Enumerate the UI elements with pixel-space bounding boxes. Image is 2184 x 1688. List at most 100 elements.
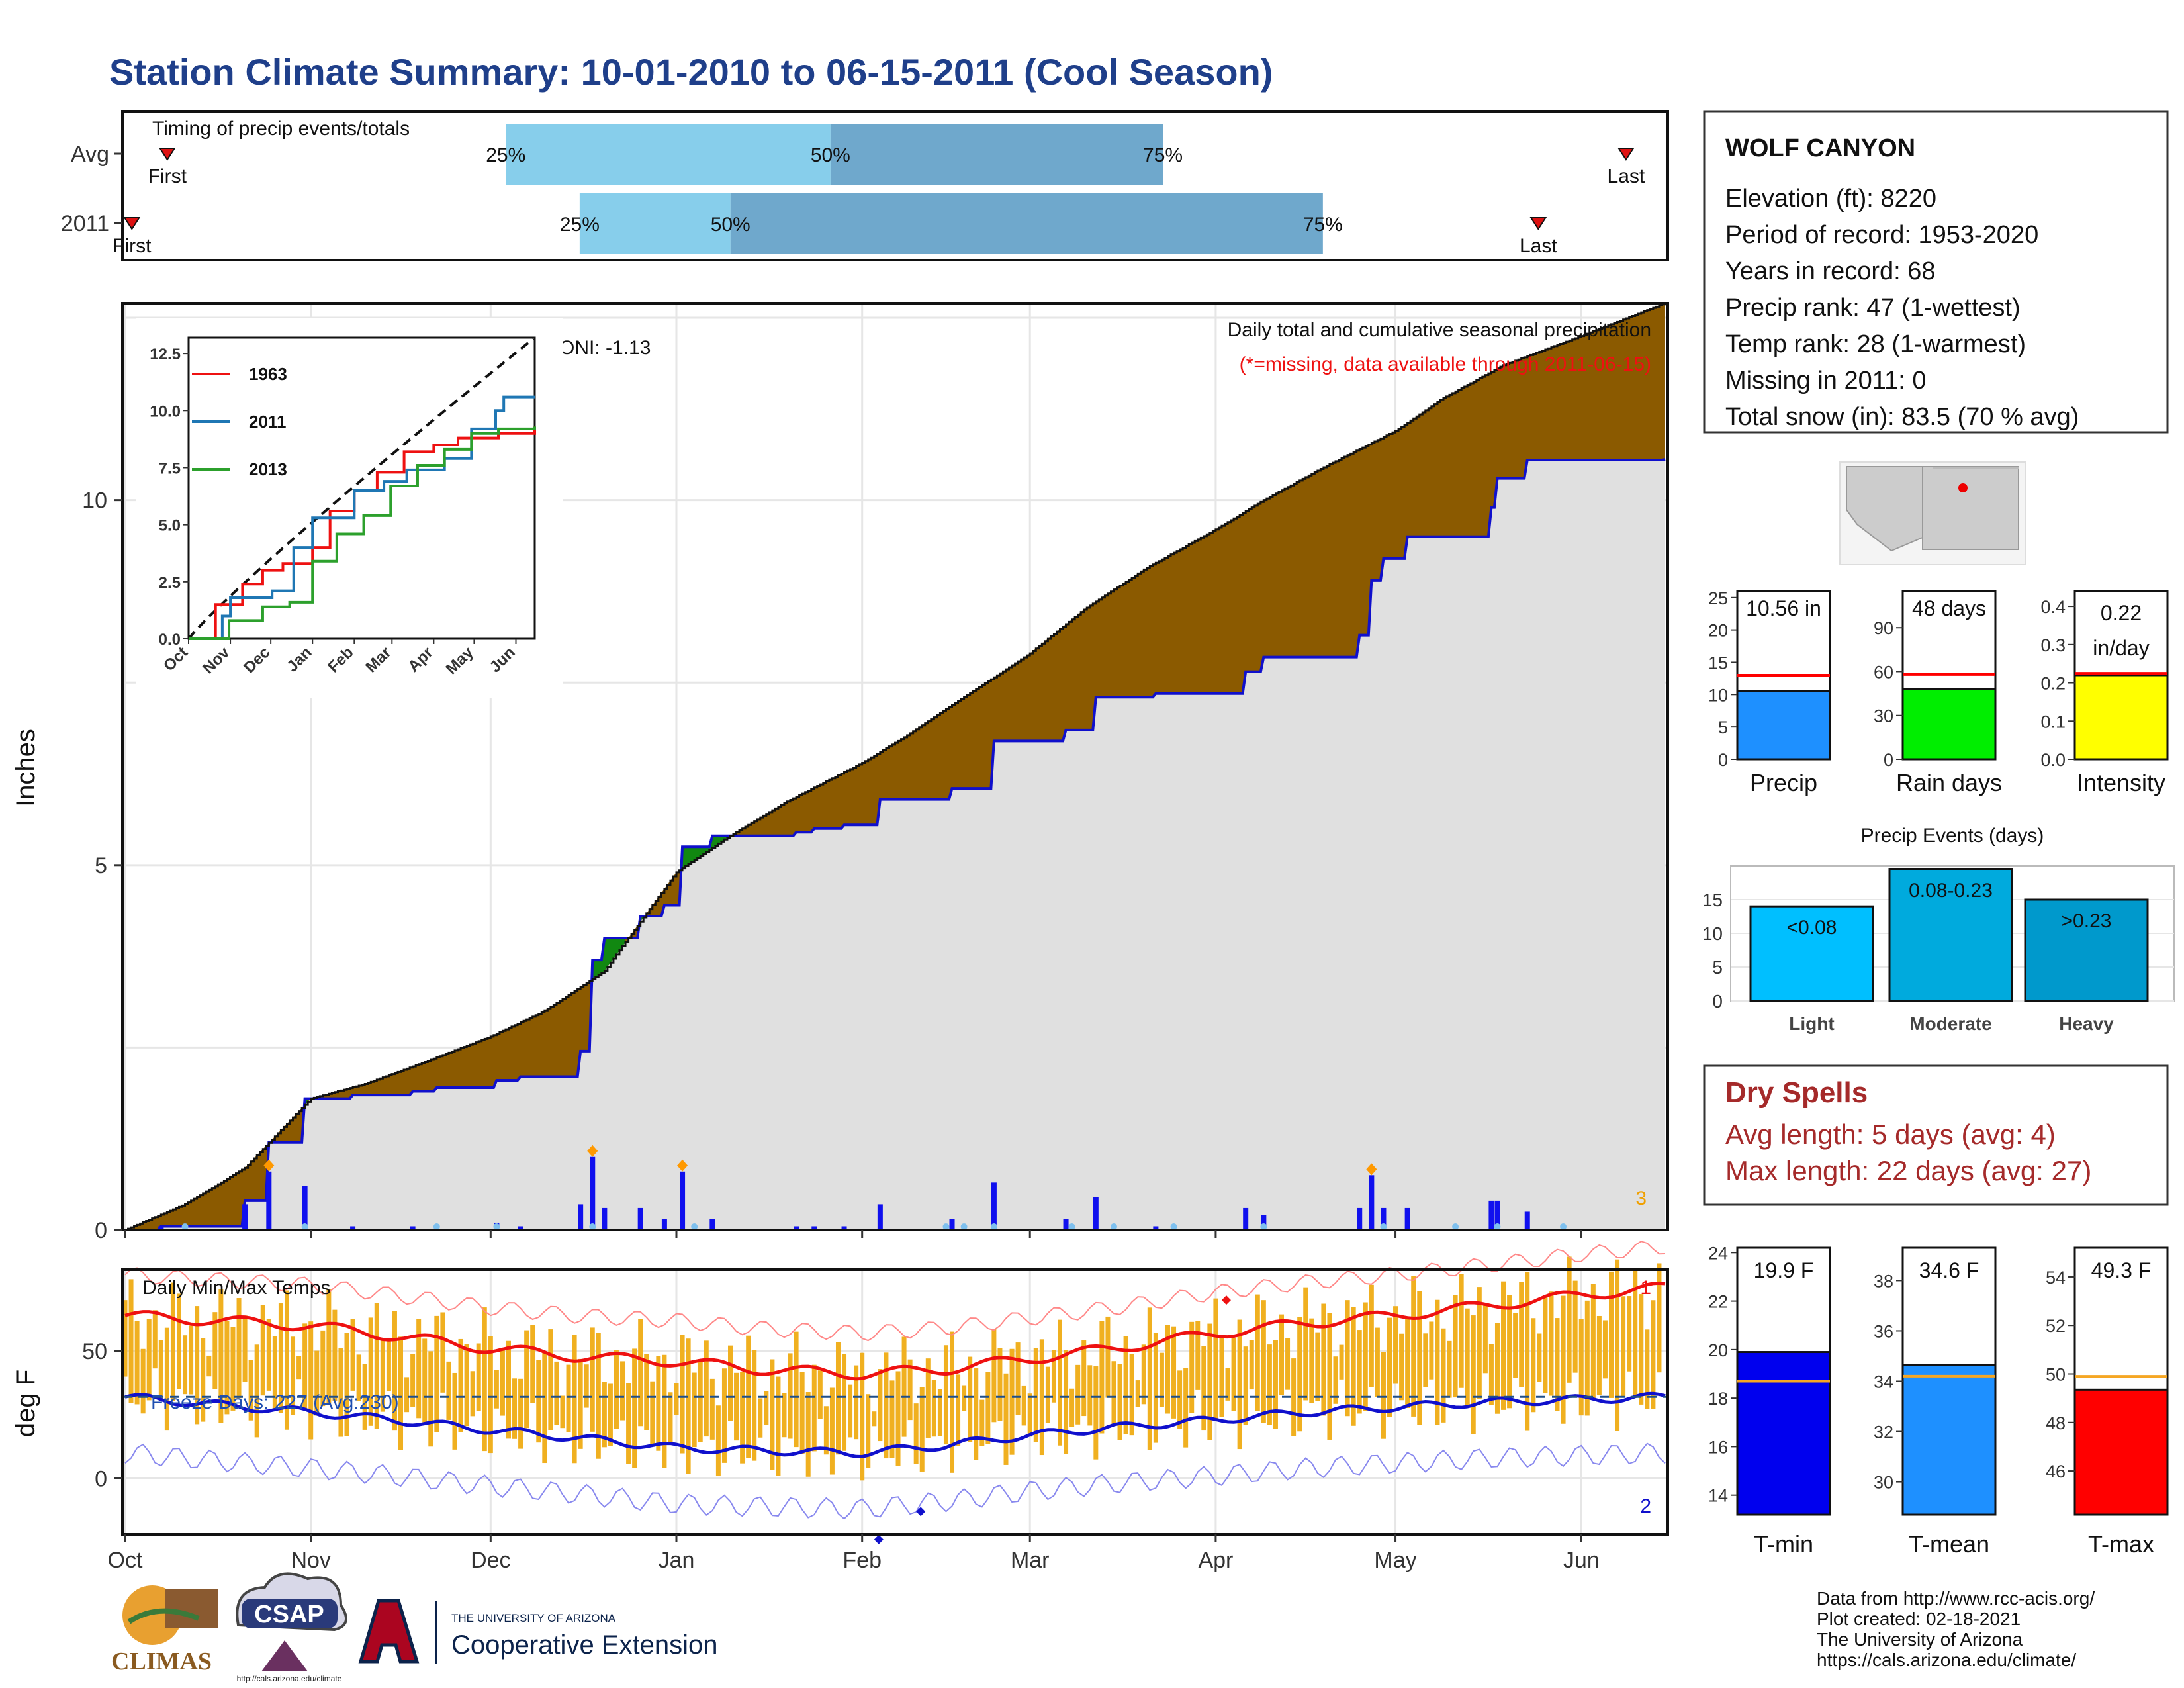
daily-temp-bar <box>1357 1330 1362 1414</box>
daily-temp-bar <box>452 1372 457 1450</box>
daily-precip-bar <box>518 1226 523 1230</box>
daily-precip-bar <box>1369 1175 1375 1230</box>
daily-temp-bar <box>1555 1318 1560 1411</box>
precip-y-tick-label: 10 <box>82 489 107 514</box>
daily-temp-bar <box>464 1344 469 1427</box>
events-bar-light <box>1749 905 1874 1002</box>
record-low-marker <box>916 1507 926 1517</box>
csap-logo: CSAP http://cals.arizona.edu/climate <box>236 1572 347 1683</box>
daily-temp-bar <box>374 1303 379 1429</box>
daily-temp-bar <box>626 1383 631 1464</box>
daily-temp-bar <box>674 1383 679 1415</box>
daily-temp-bar <box>872 1411 877 1427</box>
daily-temp-bar <box>1027 1393 1032 1437</box>
daily-temp-bar <box>254 1344 259 1438</box>
daily-temp-bar <box>248 1360 253 1421</box>
daily-temp-bar <box>680 1335 685 1454</box>
daily-temp-bar <box>1303 1287 1308 1401</box>
events-tick-label: 5 <box>1712 957 1723 978</box>
temp-bar-tick-label: 36 <box>1874 1321 1893 1341</box>
inset-y-tick-label: 2.5 <box>159 574 181 592</box>
daily-temp-bar <box>344 1333 349 1436</box>
temp-bar-t-mean <box>1901 1364 1997 1516</box>
daily-temp-bar <box>1291 1358 1297 1436</box>
daily-temp-bar <box>1537 1333 1542 1382</box>
daily-temp-bar <box>296 1356 302 1380</box>
daily-temp-bar <box>530 1325 535 1403</box>
daily-temp-bar <box>962 1385 967 1411</box>
precip-events-title: Precip Events (days) <box>1861 825 2044 847</box>
daily-temp-bar <box>1261 1300 1266 1423</box>
temp-bar-t-max <box>2073 1388 2169 1516</box>
daily-temp-bar <box>1627 1296 1632 1372</box>
footer-credit-line: Plot created: 02-18-2021 <box>1817 1609 2021 1629</box>
mini-bar-value: 48 days <box>1912 596 1986 620</box>
daily-precip-bar <box>637 1207 643 1230</box>
daily-temp-bar <box>1393 1306 1398 1384</box>
daily-temp-bar <box>968 1356 973 1442</box>
daily-temp-bar <box>512 1378 518 1439</box>
daily-temp-bar <box>1351 1307 1356 1426</box>
mini-bar-tick-label: 0.4 <box>2040 597 2066 617</box>
heavy-precip-marker <box>587 1145 598 1157</box>
daily-temp-bar <box>410 1354 416 1407</box>
oni-label: ONI: -1.13 <box>559 337 651 359</box>
inset-y-tick-label: 7.5 <box>159 459 181 477</box>
daily-precip-bar <box>1261 1215 1267 1230</box>
daily-temp-bar <box>476 1343 481 1411</box>
temp-bar-tick-label: 32 <box>1874 1423 1893 1442</box>
daily-temp-bar <box>860 1352 865 1481</box>
mini-bar-tick-label: 25 <box>1708 588 1728 608</box>
daily-temp-bar <box>1447 1340 1452 1398</box>
daily-temp-bar <box>956 1374 961 1446</box>
daily-temp-bar <box>1531 1318 1536 1413</box>
daily-temp-bar <box>266 1319 271 1391</box>
daily-temp-bar <box>482 1307 487 1452</box>
daily-temp-bar <box>1423 1333 1428 1387</box>
daily-temp-bar <box>260 1305 265 1396</box>
daily-temp-bar <box>518 1378 523 1449</box>
daily-temp-bar <box>950 1331 955 1473</box>
mini-bar-tick-label: 5 <box>1718 718 1728 737</box>
daily-temp-bar <box>1339 1344 1344 1380</box>
events-tick-label: 0 <box>1712 991 1723 1011</box>
events-bar-label: <0.08 <box>1787 917 1837 939</box>
temp-bar-t-min <box>1736 1351 1831 1516</box>
timing-p25-label: 25% <box>560 214 600 236</box>
daily-temp-bar <box>764 1391 769 1425</box>
climas-logo-text: CLIMAS <box>111 1648 212 1675</box>
footer-logos: CLIMAS CSAP http://cals.arizona.edu/clim… <box>111 1572 717 1683</box>
events-category-label: Moderate <box>1909 1013 1991 1034</box>
timing-p25-label: 25% <box>486 144 525 166</box>
daily-temp-bar <box>1507 1295 1512 1409</box>
mini-bar-label: Precip <box>1750 769 1817 796</box>
daily-temp-bar <box>1465 1308 1470 1406</box>
daily-precip-bar <box>661 1219 667 1230</box>
daily-temp-bar <box>212 1312 218 1389</box>
daily-temp-bar <box>230 1327 236 1411</box>
daily-temp-bar <box>1249 1340 1254 1390</box>
daily-temp-bar <box>1345 1300 1350 1417</box>
inset-frame <box>187 336 536 640</box>
daily-temp-bar <box>1219 1335 1224 1417</box>
daily-temp-bar <box>1015 1342 1021 1415</box>
daily-temp-bar <box>728 1345 733 1421</box>
daily-temp-bar <box>1621 1296 1626 1397</box>
temp-count-bottom: 2 <box>1640 1495 1651 1517</box>
inset-legend-label: 2013 <box>249 459 287 479</box>
daily-temp-bar <box>1165 1325 1170 1414</box>
heavy-precip-marker <box>263 1159 275 1172</box>
daily-temp-bar <box>158 1340 163 1399</box>
daily-temp-bar <box>602 1382 607 1448</box>
daily-temp-bar <box>1369 1284 1374 1387</box>
timing-last-label: Last <box>1608 165 1645 187</box>
daily-precip-bar <box>1093 1197 1099 1230</box>
trace-precip-marker <box>1110 1223 1117 1230</box>
daily-temp-bar <box>434 1315 439 1432</box>
daily-precip-bar <box>410 1226 416 1230</box>
timing-row-label: 2011 <box>61 211 109 236</box>
mini-bar-intensity <box>2073 674 2169 761</box>
daily-temp-bar <box>1279 1314 1285 1395</box>
daily-temp-bar <box>895 1371 901 1466</box>
